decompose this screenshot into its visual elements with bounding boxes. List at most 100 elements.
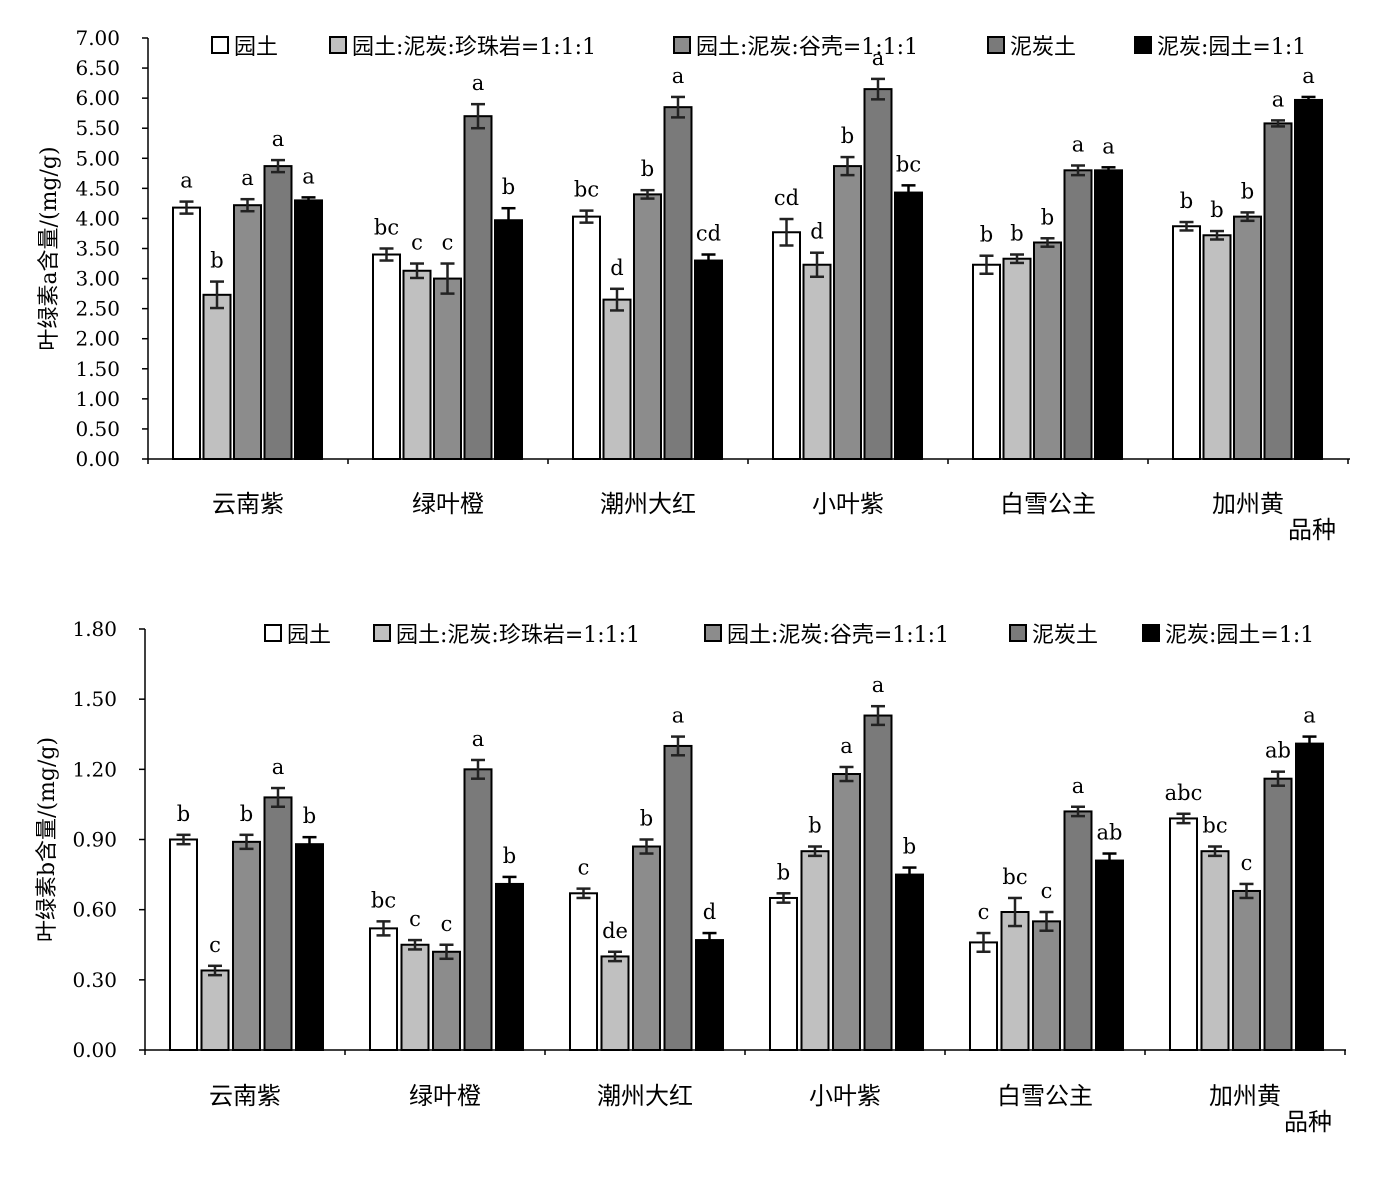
significance-label: ab <box>1265 739 1291 763</box>
bar <box>494 219 523 460</box>
significance-label: b <box>1041 205 1054 229</box>
bar <box>263 796 293 1052</box>
legend-label: 园土 <box>287 623 331 648</box>
bar <box>1000 911 1030 1051</box>
bar <box>633 193 662 460</box>
bar <box>772 231 801 460</box>
y-axis-title: 叶绿素a含量/(mg/g) <box>37 146 62 350</box>
x-axis-title: 品种 <box>1288 516 1336 544</box>
bar <box>895 873 924 1051</box>
significance-label: cd <box>774 186 799 210</box>
legend-label: 园土 <box>234 35 278 60</box>
y-tick-label: 3.50 <box>75 237 120 261</box>
legend-swatch <box>1142 624 1160 642</box>
y-tick-label: 6.00 <box>75 86 120 110</box>
category-label: 云南紫 <box>212 490 284 518</box>
significance-label: a <box>672 64 685 88</box>
bar <box>833 165 862 460</box>
significance-label: b <box>210 249 223 273</box>
significance-label: bc <box>1002 865 1027 889</box>
bar <box>1172 225 1201 460</box>
legend-label: 泥炭土 <box>1010 35 1076 60</box>
significance-label: a <box>241 166 254 190</box>
y-tick-label: 0.60 <box>72 898 117 922</box>
legend-swatch <box>987 36 1005 54</box>
significance-label: d <box>610 256 623 280</box>
significance-label: cd <box>696 222 721 246</box>
bar <box>695 939 724 1051</box>
bar <box>1002 257 1032 460</box>
y-tick-label: 4.50 <box>75 176 120 200</box>
bar <box>1169 817 1198 1052</box>
bar <box>1294 98 1323 460</box>
bar <box>1032 920 1061 1051</box>
significance-label: c <box>209 933 221 957</box>
bar <box>694 259 723 460</box>
bar <box>463 768 493 1051</box>
y-tick-label: 3.00 <box>75 267 120 291</box>
significance-label: c <box>1241 851 1253 875</box>
bar <box>1202 234 1232 460</box>
legend-swatch <box>373 624 391 642</box>
significance-label: a <box>472 727 485 751</box>
significance-label: a <box>1102 134 1115 158</box>
legend-swatch <box>1009 624 1027 642</box>
bar <box>433 277 462 461</box>
significance-label: b <box>303 804 316 828</box>
bar <box>232 840 261 1051</box>
bar <box>263 165 293 460</box>
bar <box>663 106 693 461</box>
bar <box>1295 742 1324 1051</box>
category-label: 加州黄 <box>1212 490 1284 518</box>
significance-label: d <box>703 900 716 924</box>
bar <box>1263 777 1293 1051</box>
legend-label: 园土:泥炭:谷壳=1:1:1 <box>727 623 949 648</box>
legend-swatch <box>704 624 722 642</box>
significance-label: b <box>980 223 993 247</box>
bar <box>169 838 198 1051</box>
bar <box>463 115 493 461</box>
bar <box>1094 169 1123 460</box>
bar <box>1063 169 1093 460</box>
significance-label: c <box>978 900 990 924</box>
y-tick-label: 4.00 <box>75 206 120 230</box>
bar <box>802 263 832 461</box>
bar <box>200 969 230 1052</box>
y-tick-label: 0.00 <box>75 447 120 471</box>
bar <box>402 269 432 461</box>
significance-label: b <box>503 844 516 868</box>
legend-label: 泥炭:园土=1:1 <box>1165 623 1314 648</box>
y-axis-title: 叶绿素b含量/(mg/g) <box>35 737 60 942</box>
significance-label: a <box>1272 87 1285 111</box>
bar <box>863 714 893 1051</box>
significance-label: a <box>872 673 885 697</box>
bar <box>1063 810 1093 1052</box>
significance-label: b <box>1241 179 1254 203</box>
bar <box>294 199 323 460</box>
category-label: 小叶紫 <box>809 1082 881 1110</box>
legend-swatch <box>1134 36 1152 54</box>
legend-swatch <box>673 36 691 54</box>
bar <box>1033 241 1062 460</box>
significance-label: c <box>409 907 421 931</box>
bar <box>400 943 430 1051</box>
significance-label: b <box>240 802 253 826</box>
significance-label: ab <box>1097 821 1123 845</box>
significance-label: bc <box>574 178 599 202</box>
bar <box>632 845 661 1051</box>
bar <box>1263 122 1293 460</box>
significance-label: c <box>411 231 423 255</box>
legend-swatch <box>211 36 229 54</box>
significance-label: b <box>502 175 515 199</box>
y-tick-label: 1.80 <box>72 617 117 641</box>
significance-label: c <box>578 856 590 880</box>
y-tick-label: 0.30 <box>72 968 117 992</box>
bar <box>769 896 798 1051</box>
legend-label: 泥炭土 <box>1032 623 1098 648</box>
significance-label: a <box>180 169 193 193</box>
significance-label: bc <box>1202 814 1227 838</box>
significance-label: a <box>1302 64 1315 88</box>
significance-label: a <box>272 127 285 151</box>
significance-label: b <box>641 157 654 181</box>
